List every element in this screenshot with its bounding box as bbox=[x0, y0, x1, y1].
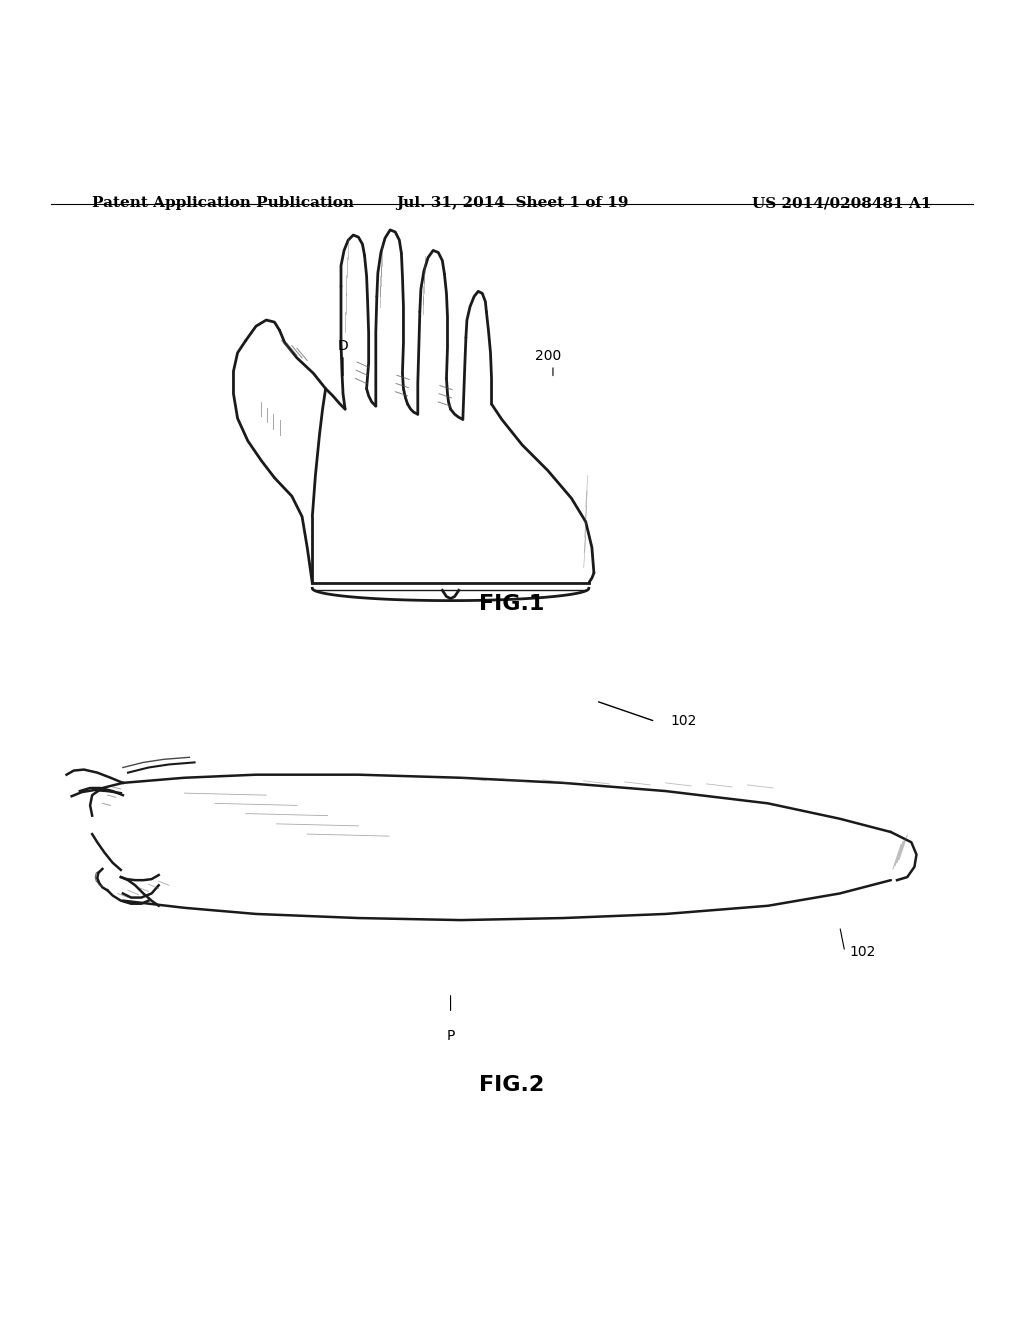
Text: Jul. 31, 2014  Sheet 1 of 19: Jul. 31, 2014 Sheet 1 of 19 bbox=[395, 197, 629, 210]
Text: FIG.1: FIG.1 bbox=[479, 594, 545, 614]
Text: 102: 102 bbox=[850, 945, 877, 958]
Text: FIG.2: FIG.2 bbox=[479, 1074, 545, 1096]
Text: D: D bbox=[338, 339, 348, 352]
Text: US 2014/0208481 A1: US 2014/0208481 A1 bbox=[753, 197, 932, 210]
Text: 102: 102 bbox=[671, 714, 697, 729]
Text: P: P bbox=[446, 1028, 455, 1043]
Text: Patent Application Publication: Patent Application Publication bbox=[92, 197, 354, 210]
Text: 200: 200 bbox=[535, 348, 561, 363]
